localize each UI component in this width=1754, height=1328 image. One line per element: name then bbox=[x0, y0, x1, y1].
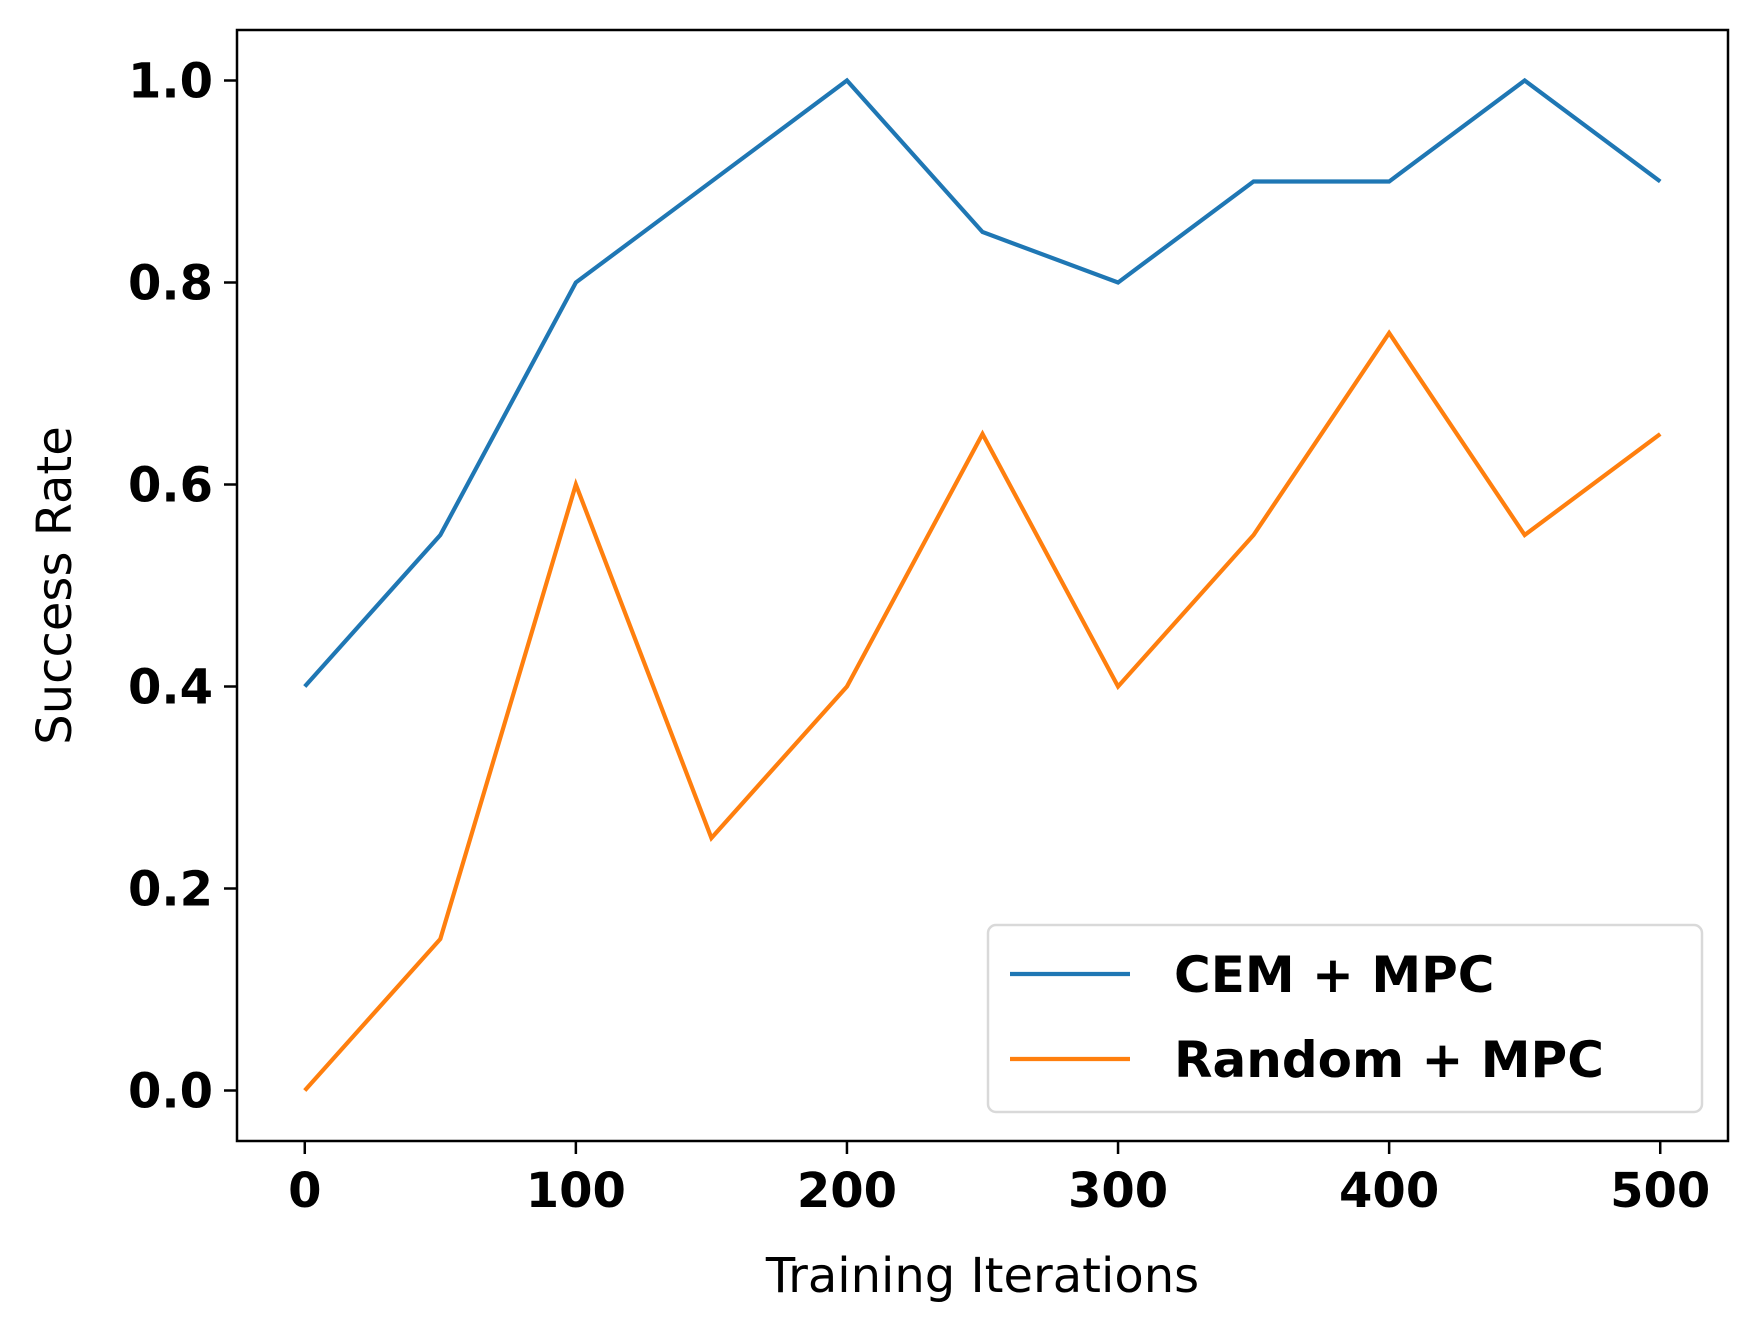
x-tick-label: 400 bbox=[1339, 1163, 1439, 1219]
x-tick-label: 500 bbox=[1610, 1163, 1710, 1219]
legend: CEM + MPC Random + MPC bbox=[986, 923, 1704, 1114]
series-line-1 bbox=[303, 77, 1662, 688]
series-line-2 bbox=[303, 329, 1662, 1092]
y-tick-label: 0.0 bbox=[128, 1064, 213, 1120]
y-tick-label: 0.8 bbox=[128, 256, 213, 312]
y-axis: 0.0 0.2 0.4 0.6 0.8 1.0 bbox=[128, 54, 237, 1120]
axes-frame bbox=[235, 28, 1730, 1143]
x-axis-title: Training Iterations bbox=[765, 1248, 1199, 1304]
y-tick-label: 0.2 bbox=[128, 862, 213, 918]
plot-lines bbox=[303, 77, 1662, 1092]
y-axis-title: Success Rate bbox=[27, 426, 83, 745]
y-tick-label: 0.4 bbox=[128, 660, 213, 716]
x-tick-label: 0 bbox=[288, 1163, 321, 1219]
x-axis: 0 100 200 300 400 500 bbox=[288, 1141, 1710, 1219]
legend-label-2: Random + MPC bbox=[1174, 1031, 1604, 1089]
y-tick-label: 0.6 bbox=[128, 458, 213, 514]
x-tick-label: 200 bbox=[797, 1163, 897, 1219]
legend-label-1: CEM + MPC bbox=[1174, 946, 1494, 1004]
y-tick-label: 1.0 bbox=[128, 54, 213, 110]
x-tick-label: 100 bbox=[526, 1163, 626, 1219]
x-tick-label: 300 bbox=[1068, 1163, 1168, 1219]
legend-box bbox=[986, 923, 1704, 1114]
